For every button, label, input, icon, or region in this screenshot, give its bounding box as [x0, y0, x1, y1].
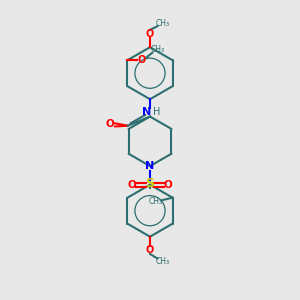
- Text: CH₃: CH₃: [148, 196, 163, 206]
- Text: O: O: [128, 180, 136, 190]
- Text: N: N: [146, 161, 154, 171]
- Text: O: O: [106, 119, 115, 130]
- Text: O: O: [138, 55, 146, 65]
- Text: N: N: [142, 107, 152, 117]
- Text: CH₃: CH₃: [156, 257, 170, 266]
- Text: CH₃: CH₃: [150, 45, 164, 54]
- Text: H: H: [153, 107, 161, 117]
- Text: O: O: [146, 28, 154, 39]
- Text: O: O: [146, 245, 154, 255]
- Text: CH₃: CH₃: [156, 19, 170, 28]
- Text: O: O: [164, 180, 172, 190]
- Text: S: S: [146, 177, 154, 190]
